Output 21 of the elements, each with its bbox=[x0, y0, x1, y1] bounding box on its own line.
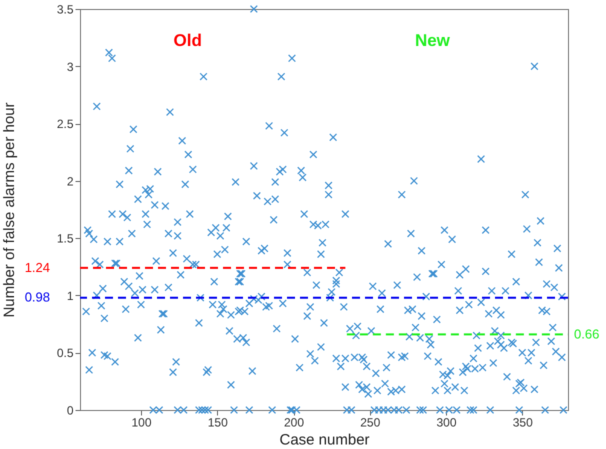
x-tick-label: 350 bbox=[512, 416, 534, 430]
ref-line-label: 0.98 bbox=[24, 290, 50, 305]
y-tick-label: 1 bbox=[66, 288, 74, 303]
y-tick-label: 2 bbox=[66, 174, 74, 188]
x-tick-label: 100 bbox=[131, 416, 152, 430]
y-tick-label: 0 bbox=[66, 404, 74, 418]
y-tick-label: 3.5 bbox=[56, 2, 74, 16]
annotation: 0.66 bbox=[574, 326, 600, 342]
y-tick-label: 0.5 bbox=[56, 346, 74, 360]
y-axis-title: Number of false alarms per hour bbox=[0, 102, 18, 318]
x-tick-label: 200 bbox=[284, 416, 304, 430]
x-tick-label: 300 bbox=[436, 416, 457, 430]
y-tick-label: 1.5 bbox=[56, 232, 74, 246]
x-tick-label: 250 bbox=[360, 416, 381, 430]
annotation: 1.24 bbox=[24, 260, 50, 275]
y-tick-label: 2.5 bbox=[56, 117, 74, 132]
annotation: New bbox=[414, 31, 451, 50]
y-tick-label: 3 bbox=[66, 60, 74, 74]
x-tick-label: 150 bbox=[208, 416, 228, 430]
annotation: Old bbox=[174, 31, 202, 50]
x-axis-title: Case number bbox=[279, 432, 370, 448]
